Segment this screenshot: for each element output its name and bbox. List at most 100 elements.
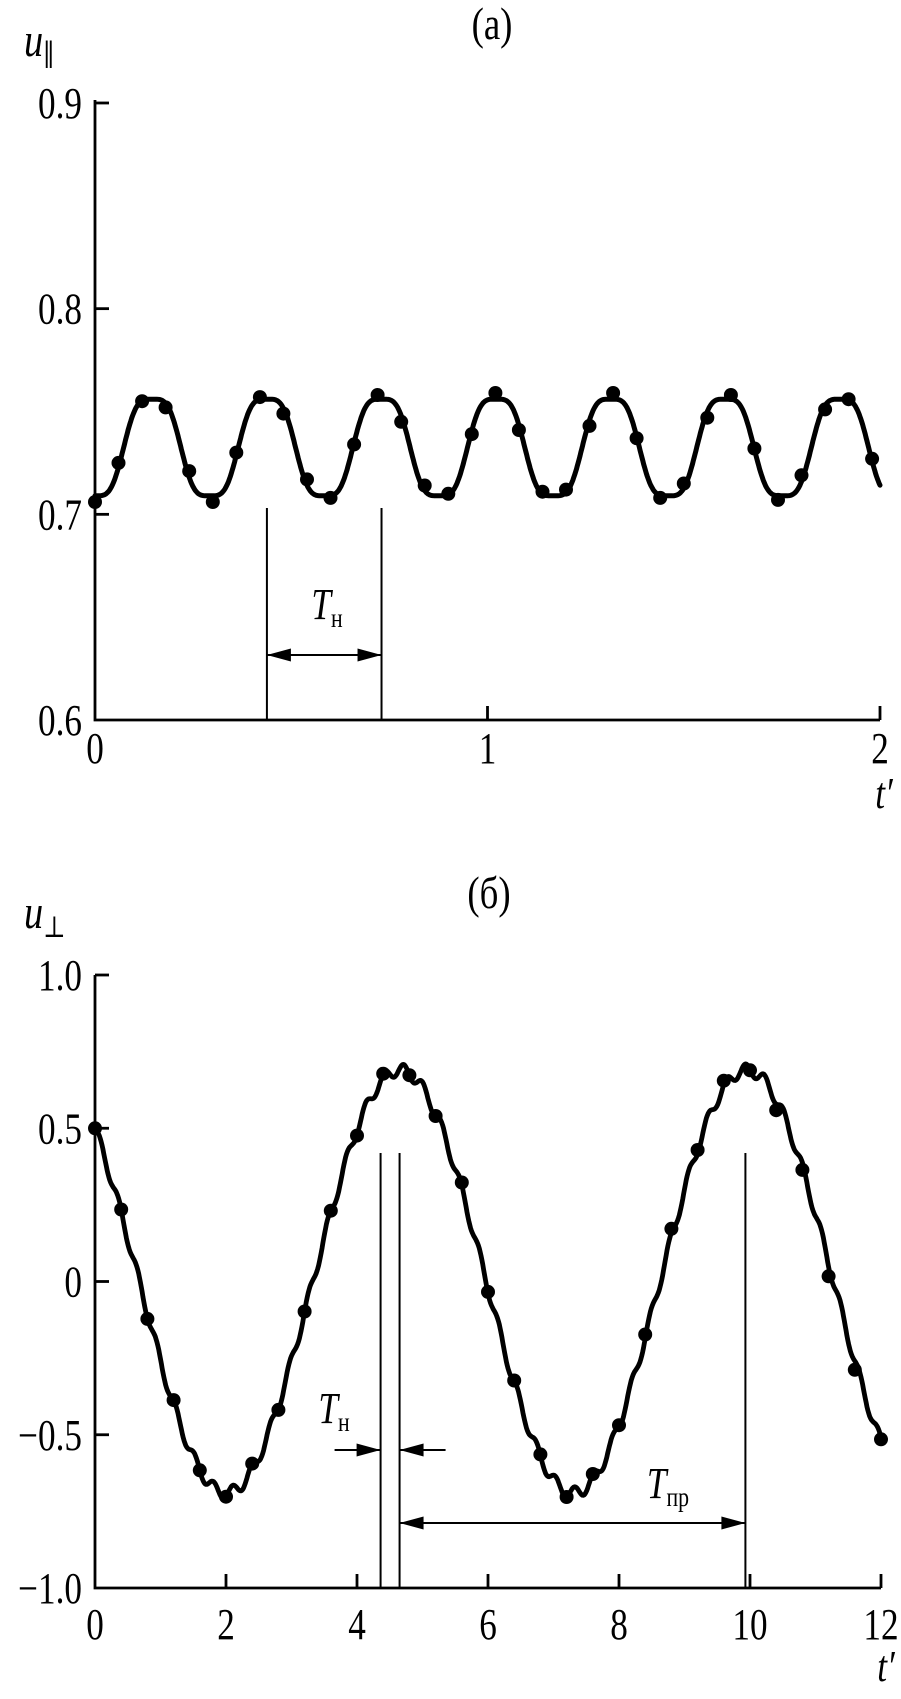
x-tick-label: 4 [348,1599,366,1649]
data-point [743,1063,757,1078]
x-tick-label: 12 [863,1599,898,1649]
data-point [535,484,550,499]
data-point [606,386,621,400]
data-point [723,388,738,402]
data-point [664,1221,679,1236]
x-tick-label: 0 [86,1599,104,1649]
data-point [135,394,150,409]
data-point [271,1402,286,1417]
data-point [114,1202,129,1217]
data-point [252,390,267,405]
data-point [874,1432,888,1447]
chart-a-ylabel-base: u [24,14,44,67]
period-label-tn-b-sub: н [337,1407,350,1438]
period-label-tn-a-base: T [311,580,331,629]
arrowhead [399,1516,424,1530]
y-tick-label: 0.9 [38,78,82,128]
data-point [370,388,385,402]
y-tick-label: 0.8 [38,284,82,334]
data-point [690,1143,705,1157]
y-tick-label: 0 [64,1257,82,1307]
data-point [533,1447,548,1462]
data-point [794,468,809,483]
data-point [158,400,173,415]
data-point [638,1327,653,1342]
data-point [192,1463,207,1478]
chart-b-ylabel-base: u [24,886,44,939]
data-point [511,423,526,437]
data-point [276,406,291,421]
data-point [653,490,668,505]
data-point [769,1103,784,1118]
data-point [585,1467,600,1481]
data-point [347,437,362,452]
data-point [140,1311,155,1326]
data-point [818,402,833,417]
y-tick-label: −1.0 [18,1563,82,1613]
y-tick-label: 0.7 [38,490,82,540]
x-tick-label: 6 [479,1599,497,1649]
y-tick-label: −0.5 [18,1410,82,1460]
data-point [481,1284,495,1299]
chart-a-title: (a) [471,0,513,49]
data-point [821,1269,836,1284]
data-point [716,1073,731,1088]
axes-a [93,100,880,722]
data-point [394,414,409,429]
data-point [300,472,314,487]
data-point [507,1373,522,1388]
data-point [428,1109,443,1123]
data-point [229,445,244,460]
data-point [323,490,338,505]
period-label-tpr-b: Tпр [646,1459,690,1513]
x-tick-label: 0 [86,723,104,773]
data-point [865,451,880,466]
x-tick-label: 2 [871,723,889,773]
data-point [88,495,102,509]
data-point [454,1175,469,1190]
y-tick-label: 0.5 [38,1103,82,1153]
data-point [559,482,573,497]
arrowhead [356,1443,381,1457]
arrowhead [266,648,291,662]
chart-a-ylabel: u∥ [24,14,55,72]
data-point [676,476,691,491]
data-point [205,495,220,509]
parallel-subscript: ∥ [43,38,55,72]
perpendicular-subscript: ⊥ [43,910,66,944]
data-point [700,410,715,425]
data-point [297,1304,312,1319]
chart-b-title: (б) [467,867,511,918]
data-point [795,1162,810,1177]
period-label-tpr-b-base: T [646,1459,667,1508]
period-label-tn-a-sub: н [330,603,343,634]
arrowhead [721,1516,746,1530]
data-curve-b [92,1061,884,1502]
data-point [182,464,197,479]
data-point [350,1128,364,1143]
data-point [441,486,456,501]
period-label-tn-b-base: T [318,1384,338,1433]
period-label-tpr-b-sub: пр [666,1482,690,1513]
data-point [612,1418,626,1433]
data-point [111,455,126,470]
data-point [847,1362,862,1377]
data-point [219,1489,233,1504]
data-point [582,418,597,433]
x-tick-label: 1 [479,723,497,773]
data-point [629,431,644,446]
y-tick-label: 1.0 [38,950,82,1000]
data-point [88,1121,102,1136]
x-tick-label: 2 [217,1599,235,1649]
x-tick-label: 10 [732,1599,767,1649]
x-tick-label: 8 [610,1599,628,1649]
data-point [488,386,503,400]
data-point [559,1490,574,1504]
data-point [747,441,762,456]
data-point [245,1456,260,1471]
data-point [376,1066,391,1081]
period-label-tn-b: Tн [318,1384,350,1438]
arrowhead [357,648,382,662]
